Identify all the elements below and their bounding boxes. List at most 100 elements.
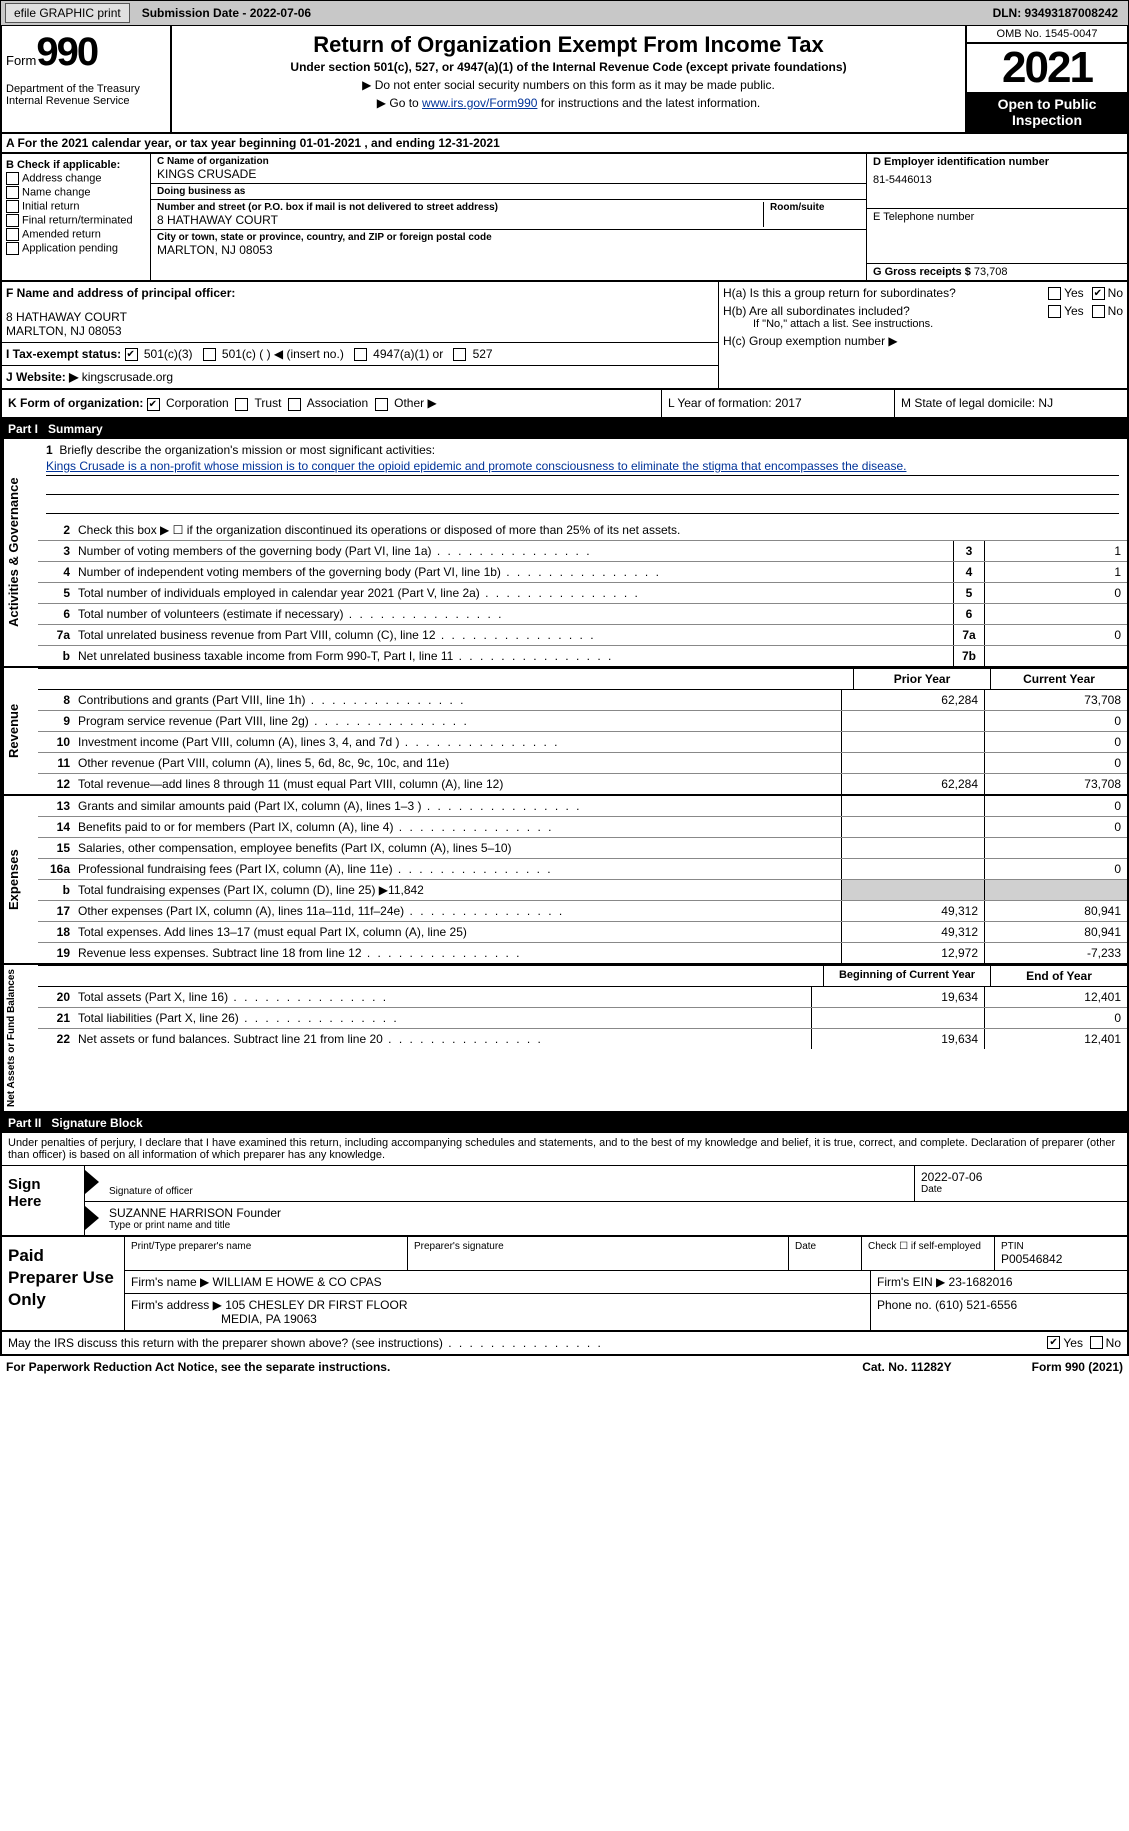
form-number: Form990: [6, 30, 166, 75]
c10: 0: [984, 732, 1127, 752]
chk-assoc[interactable]: [288, 398, 301, 411]
gross-receipts: 73,708: [974, 266, 1008, 278]
chk-address[interactable]: [6, 172, 19, 185]
p16b-grey: [841, 880, 984, 900]
chk-app-pending[interactable]: [6, 242, 19, 255]
chk-name[interactable]: [6, 186, 19, 199]
firm-phone: (610) 521-6556: [935, 1298, 1017, 1312]
c22: 12,401: [984, 1029, 1127, 1049]
preparer-label: Paid Preparer Use Only: [2, 1237, 125, 1330]
v6: [984, 604, 1127, 624]
c20: 12,401: [984, 987, 1127, 1007]
form-ref: Form 990 (2021): [1032, 1360, 1123, 1374]
ha-yes[interactable]: [1048, 287, 1061, 300]
p21: [811, 1008, 984, 1028]
firm-ein: 23-1682016: [949, 1275, 1013, 1289]
c11: 0: [984, 753, 1127, 773]
officer-addr2: MARLTON, NJ 08053: [6, 324, 714, 338]
column-d-ein: D Employer identification number 81-5446…: [867, 154, 1127, 280]
discuss-yes[interactable]: [1047, 1336, 1060, 1349]
v3: 1: [984, 541, 1127, 561]
arrow-icon: [85, 1170, 99, 1194]
firm-name: WILLIAM E HOWE & CO CPAS: [213, 1275, 382, 1289]
irs-link[interactable]: www.irs.gov/Form990: [422, 96, 537, 110]
chk-527[interactable]: [453, 348, 466, 361]
v7a: 0: [984, 625, 1127, 645]
p18: 49,312: [841, 922, 984, 942]
discuss-row: May the IRS discuss this return with the…: [0, 1332, 1129, 1356]
ptin-value: P00546842: [1001, 1252, 1121, 1266]
form-title: Return of Organization Exempt From Incom…: [176, 32, 961, 58]
c8: 73,708: [984, 690, 1127, 710]
sig-date: 2022-07-06: [921, 1170, 1121, 1184]
form-subtitle: Under section 501(c), 527, or 4947(a)(1)…: [176, 60, 961, 74]
section-officer-group: F Name and address of principal officer:…: [0, 282, 1129, 390]
chk-501c3[interactable]: [125, 348, 138, 361]
firm-addr2: MEDIA, PA 19063: [221, 1312, 864, 1326]
chk-amended[interactable]: [6, 228, 19, 241]
state-domicile: M State of legal domicile: NJ: [895, 390, 1127, 416]
p19: 12,972: [841, 943, 984, 963]
p11: [841, 753, 984, 773]
v7b: [984, 646, 1127, 666]
firm-addr1: 105 CHESLEY DR FIRST FLOOR: [225, 1298, 407, 1312]
summary-activities: Activities & Governance 1 Briefly descri…: [0, 439, 1129, 668]
summary-revenue: Revenue Prior Year Current Year 8Contrib…: [0, 668, 1129, 796]
p20: 19,634: [811, 987, 984, 1007]
chk-4947[interactable]: [354, 348, 367, 361]
p13: [841, 796, 984, 816]
ha-no[interactable]: [1092, 287, 1105, 300]
p15: [841, 838, 984, 858]
city-state-zip: MARLTON, NJ 08053: [157, 243, 860, 257]
p9: [841, 711, 984, 731]
chk-corp[interactable]: [147, 398, 160, 411]
org-name: KINGS CRUSADE: [157, 167, 860, 181]
arrow-icon: [85, 1206, 99, 1230]
c14: 0: [984, 817, 1127, 837]
omb-number: OMB No. 1545-0047: [967, 26, 1127, 44]
hb-yes[interactable]: [1048, 305, 1061, 318]
v4: 1: [984, 562, 1127, 582]
mission-text: Kings Crusade is a non-profit whose miss…: [46, 459, 1119, 476]
dept-treasury: Department of the Treasury Internal Reve…: [6, 83, 166, 107]
p17: 49,312: [841, 901, 984, 921]
topbar: efile GRAPHIC print Submission Date - 20…: [0, 0, 1129, 26]
discuss-no[interactable]: [1090, 1336, 1103, 1349]
c18: 80,941: [984, 922, 1127, 942]
efile-print-button[interactable]: efile GRAPHIC print: [5, 3, 130, 23]
hb-no[interactable]: [1092, 305, 1105, 318]
p22: 19,634: [811, 1029, 984, 1049]
chk-501c[interactable]: [203, 348, 216, 361]
open-to-public: Open to Public Inspection: [967, 92, 1127, 132]
chk-final[interactable]: [6, 214, 19, 227]
year-formation: L Year of formation: 2017: [662, 390, 895, 416]
c16a: 0: [984, 859, 1127, 879]
chk-initial[interactable]: [6, 200, 19, 213]
row-a-tax-year: A For the 2021 calendar year, or tax yea…: [0, 134, 1129, 154]
chk-trust[interactable]: [235, 398, 248, 411]
c21: 0: [984, 1008, 1127, 1028]
sign-here-label: Sign Here: [2, 1166, 85, 1235]
submission-date: Submission Date - 2022-07-06: [136, 4, 317, 22]
part1-header: Part I Summary: [0, 419, 1129, 439]
column-h-group: H(a) Is this a group return for subordin…: [719, 282, 1127, 388]
self-employed-chk[interactable]: Check ☐ if self-employed: [862, 1237, 995, 1270]
paperwork-notice: For Paperwork Reduction Act Notice, see …: [6, 1360, 862, 1374]
paid-preparer: Paid Preparer Use Only Print/Type prepar…: [0, 1237, 1129, 1332]
goto-link-line: ▶ Go to www.irs.gov/Form990 for instruct…: [176, 96, 961, 110]
cat-no: Cat. No. 11282Y: [862, 1360, 951, 1374]
penalties-text: Under penalties of perjury, I declare th…: [2, 1133, 1127, 1165]
ssn-warning: ▶ Do not enter social security numbers o…: [176, 78, 961, 92]
column-c-org-info: C Name of organization KINGS CRUSADE Doi…: [151, 154, 867, 280]
officer-addr1: 8 HATHAWAY COURT: [6, 310, 714, 324]
c9: 0: [984, 711, 1127, 731]
dln-number: DLN: 93493187008242: [993, 6, 1124, 20]
p8: 62,284: [841, 690, 984, 710]
bottom-row: For Paperwork Reduction Act Notice, see …: [0, 1356, 1129, 1378]
form-header: Form990 Department of the Treasury Inter…: [0, 26, 1129, 134]
chk-other[interactable]: [375, 398, 388, 411]
officer-name-title: SUZANNE HARRISON Founder: [109, 1206, 1121, 1220]
row-klm: K Form of organization: Corporation Trus…: [0, 390, 1129, 418]
v5: 0: [984, 583, 1127, 603]
p14: [841, 817, 984, 837]
